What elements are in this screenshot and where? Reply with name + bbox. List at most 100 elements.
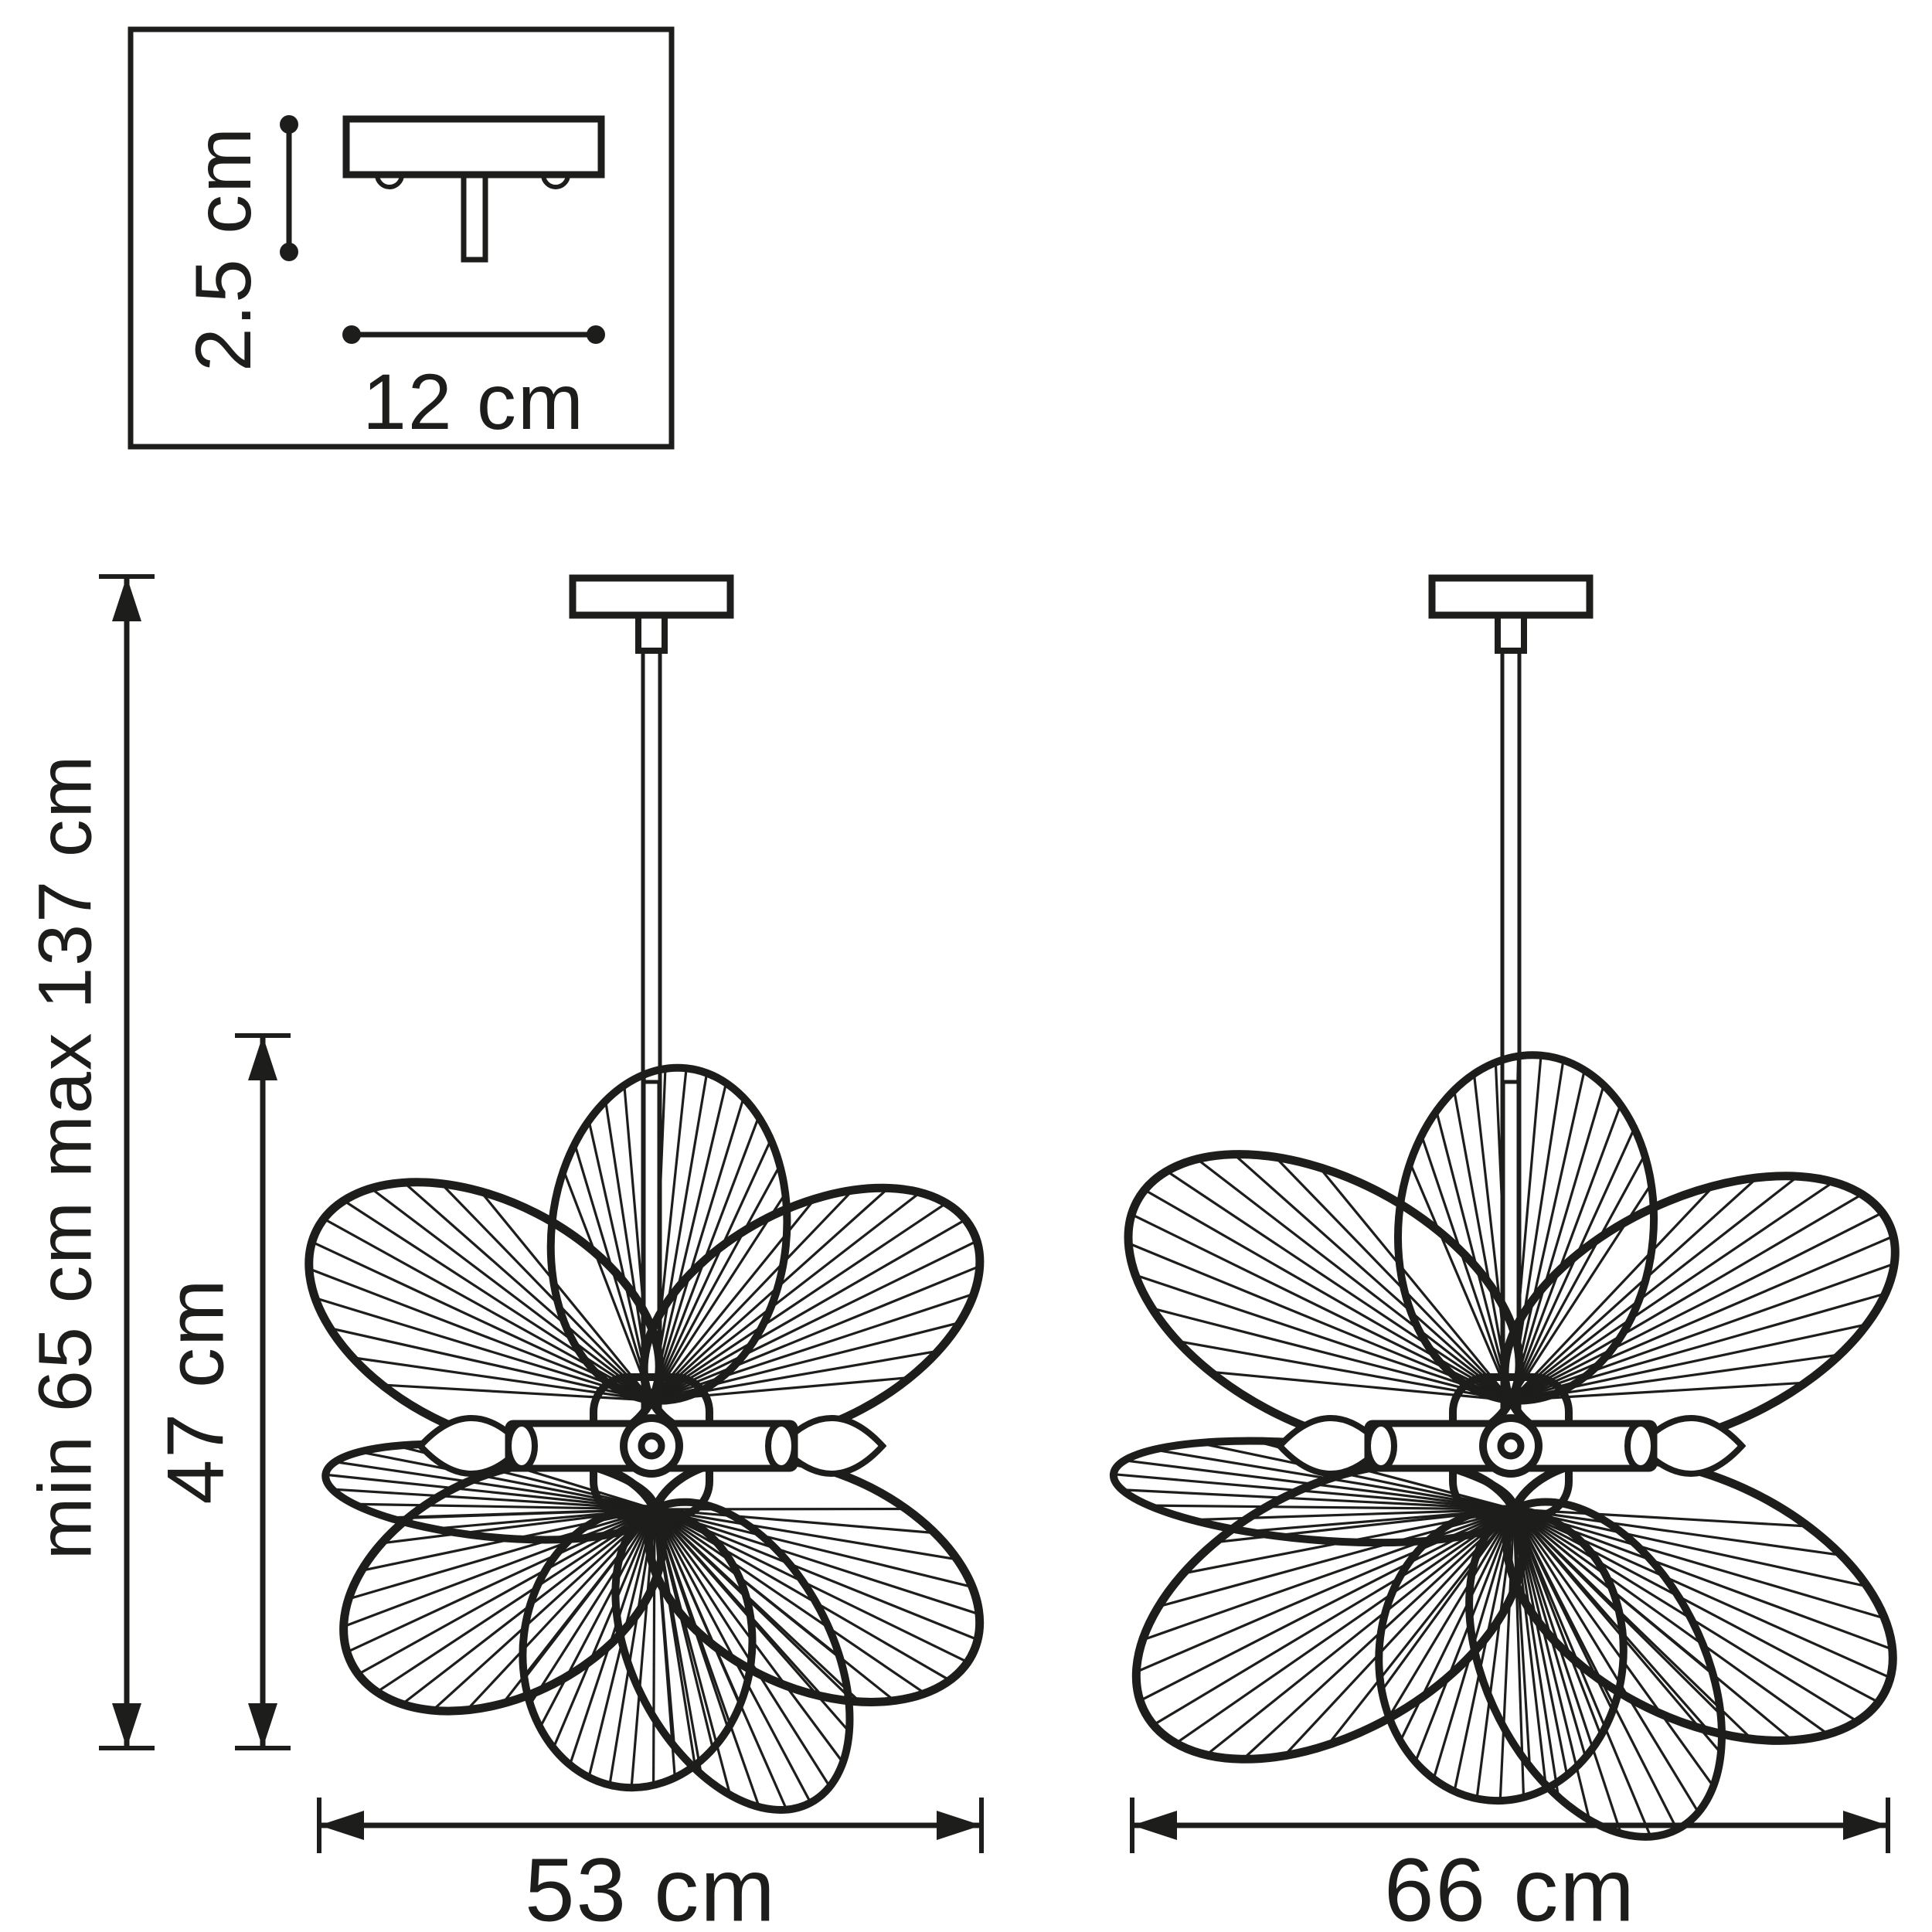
shade-string <box>1121 1488 1515 1511</box>
shade-string <box>539 1509 656 1729</box>
shade-string <box>1165 1170 1512 1402</box>
shade-strings <box>308 1068 981 1811</box>
hub-disc-hole <box>638 1432 665 1460</box>
shade-height-label: 47 cm <box>151 1277 240 1504</box>
shade-string <box>653 1509 730 1730</box>
shade-string <box>654 1508 957 1561</box>
shade-string <box>654 1508 951 1682</box>
shade-string <box>651 1264 981 1402</box>
shade-string <box>1409 1162 1512 1401</box>
shade-string <box>654 1508 935 1535</box>
shade-string <box>1510 1381 1806 1402</box>
shade-string <box>1152 1508 1515 1726</box>
shade-string <box>1205 1508 1515 1757</box>
arm-cap-right <box>1624 1420 1657 1471</box>
shade-string <box>1318 1166 1512 1402</box>
shade-string <box>650 1097 745 1401</box>
canopy-width-label: 12 cm <box>362 358 585 446</box>
left-pendant-drawing <box>304 574 985 1814</box>
shade-string <box>1509 1128 1636 1401</box>
canopy-screw-right <box>541 174 570 189</box>
shade-string <box>1509 1185 1715 1402</box>
dimension-lines <box>99 574 1890 1853</box>
dim-dot <box>342 325 361 344</box>
shade-string <box>653 1509 741 1706</box>
shade-string <box>651 1240 978 1402</box>
shade-string <box>1509 1104 1622 1401</box>
candle-bulb-right <box>1635 1415 1747 1477</box>
shade-string <box>1142 1508 1515 1641</box>
shade-string <box>1513 1508 1868 1588</box>
canopy-plate <box>342 115 605 179</box>
shade-string <box>651 1202 947 1402</box>
arm-cap-right <box>765 1420 798 1471</box>
shade-string <box>1177 1339 1512 1402</box>
shade-string <box>1380 1509 1515 1692</box>
ceiling-plate <box>1428 574 1594 619</box>
shade-string <box>654 1508 973 1589</box>
shade-string <box>479 1190 653 1402</box>
shade-string <box>403 1182 653 1402</box>
right-pendant-drawing <box>1109 574 1900 1841</box>
shade-string <box>650 1165 781 1401</box>
shade-string <box>650 1083 728 1401</box>
shade-string <box>1414 1509 1515 1763</box>
shade-string <box>653 1509 832 1787</box>
shade-string <box>308 1267 652 1402</box>
shade-string <box>523 1509 656 1680</box>
shade-string <box>359 1451 655 1511</box>
height-range-label: min 65 cm max 137 cm <box>23 754 107 1560</box>
shade-string <box>370 1187 652 1402</box>
shade-string <box>651 1218 967 1402</box>
shade-string <box>1196 1158 1512 1402</box>
shade-string <box>343 1508 655 1628</box>
shade-string <box>1175 1508 1515 1745</box>
shade-ribbon <box>1375 1505 1628 1805</box>
shade-string <box>1512 1509 1700 1813</box>
shade-string <box>1509 1070 1586 1401</box>
canopy-stem <box>461 172 488 263</box>
shade-string <box>650 1192 787 1401</box>
shade-string <box>653 1508 842 1659</box>
shade-string <box>1512 1509 1652 1838</box>
dim-dot <box>280 115 298 134</box>
dim-arrowhead <box>1843 1811 1888 1840</box>
shade-string <box>1513 1508 1886 1620</box>
shade-string <box>650 1189 854 1402</box>
arm-cap-left <box>505 1420 538 1471</box>
shade-string <box>376 1508 655 1693</box>
shade-string <box>529 1509 656 1705</box>
canopy-inset <box>128 26 675 450</box>
shade-string <box>1435 1111 1512 1401</box>
shade-ribbons <box>1109 1051 1900 1841</box>
dim-arrowhead <box>248 1036 277 1080</box>
dim-arrowhead <box>112 577 141 621</box>
dim-arrowhead <box>112 1703 141 1748</box>
arm-cap-left <box>1365 1420 1397 1471</box>
shade-string <box>1513 1508 1879 1703</box>
shade-string <box>1420 1134 1512 1401</box>
rod-collar <box>1495 612 1527 654</box>
hub-disc-hole <box>1497 1432 1525 1460</box>
dim-arrowhead <box>248 1703 277 1748</box>
ceiling-plate <box>569 574 734 619</box>
shade-string <box>1510 1262 1895 1402</box>
shade-string <box>315 1297 652 1402</box>
shade-string <box>440 1182 653 1402</box>
shade-string <box>382 1383 652 1402</box>
shade-ribbon <box>1500 1172 1900 1453</box>
dim-arrowhead <box>1132 1811 1177 1840</box>
shade-string <box>651 1292 975 1402</box>
shade-string <box>1509 1154 1646 1401</box>
shade-ribbon <box>639 1183 985 1447</box>
shade-string <box>552 1509 656 1749</box>
shade-string <box>650 1139 772 1401</box>
shade-string <box>1512 1509 1715 1787</box>
shade-string <box>1509 1084 1605 1401</box>
shade-strings <box>1113 1055 1895 1838</box>
shade-string <box>1512 1508 1723 1754</box>
shade-string <box>1148 1504 1515 1511</box>
inset-frame <box>128 26 675 450</box>
